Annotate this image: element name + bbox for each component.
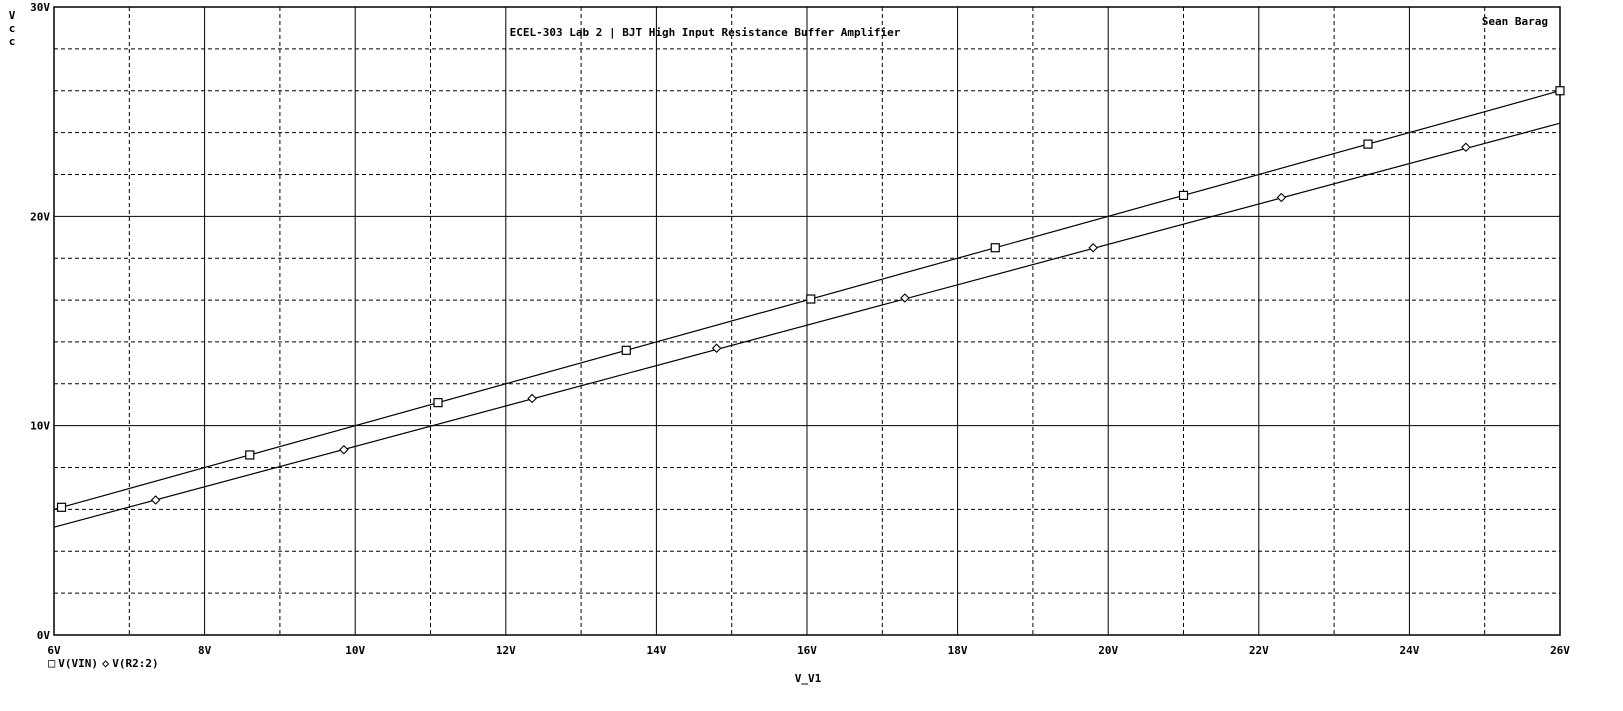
x-tick-label: 20V <box>1098 644 1118 657</box>
legend: □ V(VIN) ◇ V(R2:2) <box>48 657 159 670</box>
grid <box>54 7 1560 635</box>
y-axis-label-char: V <box>9 9 16 22</box>
legend-label-vin: V(VIN) <box>58 657 98 670</box>
tick-labels: 6V 8V 10V 12V 14V 16V 18V 20V 22V 24V 26V 0V 10V 20V 3… <box>30 1 1570 657</box>
plot-frame <box>53 6 1561 636</box>
square-marker <box>990 243 1000 253</box>
square-marker <box>1555 86 1565 96</box>
x-tick-label: 24V <box>1399 644 1419 657</box>
x-tick-label: 26V <box>1550 644 1570 657</box>
x-tick-label: 14V <box>646 644 666 657</box>
series-markers <box>56 86 1565 512</box>
x-tick-label: 12V <box>496 644 516 657</box>
diamond-marker <box>150 495 161 505</box>
square-marker <box>433 398 443 408</box>
legend-label-r2: V(R2:2) <box>112 657 159 670</box>
x-axis-label: V_V1 <box>795 672 822 685</box>
x-tick-label: 22V <box>1249 644 1269 657</box>
y-tick-label: 0V <box>37 629 51 642</box>
square-marker <box>621 345 631 355</box>
square-marker-icon: □ <box>48 656 56 670</box>
x-tick-label: 16V <box>797 644 817 657</box>
chart-title: ECEL-303 Lab 2 | BJT High Input Resistan… <box>510 26 901 39</box>
legend-item-vin: □ V(VIN) <box>48 657 98 670</box>
diamond-marker <box>900 293 910 303</box>
x-tick-label: 10V <box>345 644 365 657</box>
diamond-marker <box>1088 242 1098 253</box>
series-line-r2 <box>53 122 1561 528</box>
diamond-marker <box>1461 142 1471 153</box>
y-tick-label: 10V <box>30 420 50 433</box>
chart-author: Sean Barag <box>1482 15 1548 28</box>
y-axis-label-char: c <box>9 35 16 48</box>
diamond-marker <box>527 393 537 404</box>
y-axis-label-char: c <box>9 22 16 35</box>
square-marker <box>56 502 67 512</box>
square-marker <box>1178 190 1189 200</box>
diamond-marker <box>711 343 722 353</box>
square-marker <box>1363 139 1373 149</box>
x-tick-label: 6V <box>47 644 61 657</box>
x-tick-label: 8V <box>198 644 212 657</box>
diamond-marker <box>339 444 349 455</box>
legend-item-r2: ◇ V(R2:2) <box>102 657 159 670</box>
square-marker <box>806 294 816 304</box>
diamond-marker <box>1276 192 1287 203</box>
diamond-marker-icon: ◇ <box>101 656 110 670</box>
y-tick-label: 20V <box>30 210 50 223</box>
y-tick-label: 30V <box>30 1 50 14</box>
square-marker <box>245 450 255 460</box>
x-tick-label: 18V <box>948 644 968 657</box>
